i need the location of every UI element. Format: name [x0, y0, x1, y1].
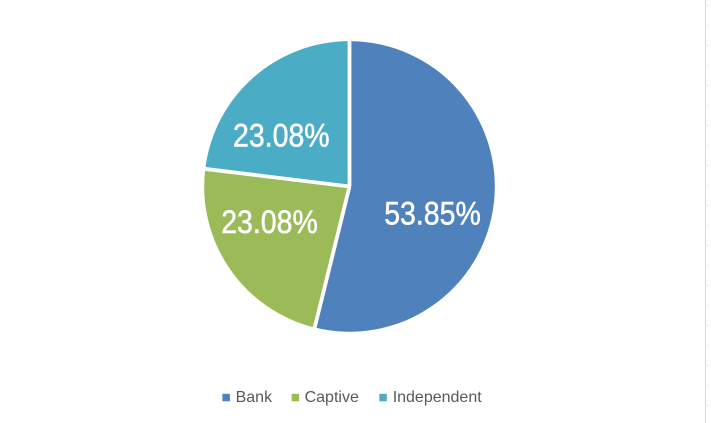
svg-text:Captive: Captive	[305, 389, 359, 406]
svg-text:Bank: Bank	[236, 389, 273, 406]
svg-text:23.08%: 23.08%	[221, 206, 318, 241]
svg-text:53.85%: 53.85%	[384, 197, 481, 232]
svg-text:23.08%: 23.08%	[233, 119, 330, 154]
svg-text:Independent: Independent	[393, 389, 483, 406]
